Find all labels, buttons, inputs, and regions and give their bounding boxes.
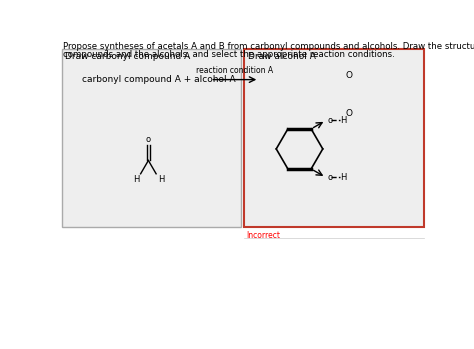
- Text: Draw alcohol A: Draw alcohol A: [247, 52, 316, 61]
- Text: o: o: [146, 134, 151, 143]
- Text: O: O: [346, 72, 353, 80]
- Bar: [62, 49, 241, 228]
- Text: carbonyl compound A + alcohol A: carbonyl compound A + alcohol A: [82, 75, 236, 84]
- Text: Propose syntheses of acetals A and B from carbonyl compounds and alcohols. Draw : Propose syntheses of acetals A and B fro…: [63, 42, 474, 51]
- Text: o: o: [328, 116, 333, 125]
- Text: Incorrect: Incorrect: [246, 231, 280, 239]
- Text: reaction condition A: reaction condition A: [196, 66, 273, 75]
- Text: H: H: [341, 173, 347, 182]
- Text: O: O: [346, 109, 353, 118]
- Text: Draw carbonyl compound A: Draw carbonyl compound A: [65, 52, 191, 61]
- Text: H: H: [133, 175, 139, 184]
- Text: o: o: [328, 173, 333, 182]
- Text: H: H: [158, 175, 164, 184]
- Text: H: H: [341, 116, 347, 125]
- Bar: [244, 49, 424, 228]
- Text: compounds and the alcohols, and select the appropriate reaction conditions.: compounds and the alcohols, and select t…: [63, 50, 395, 59]
